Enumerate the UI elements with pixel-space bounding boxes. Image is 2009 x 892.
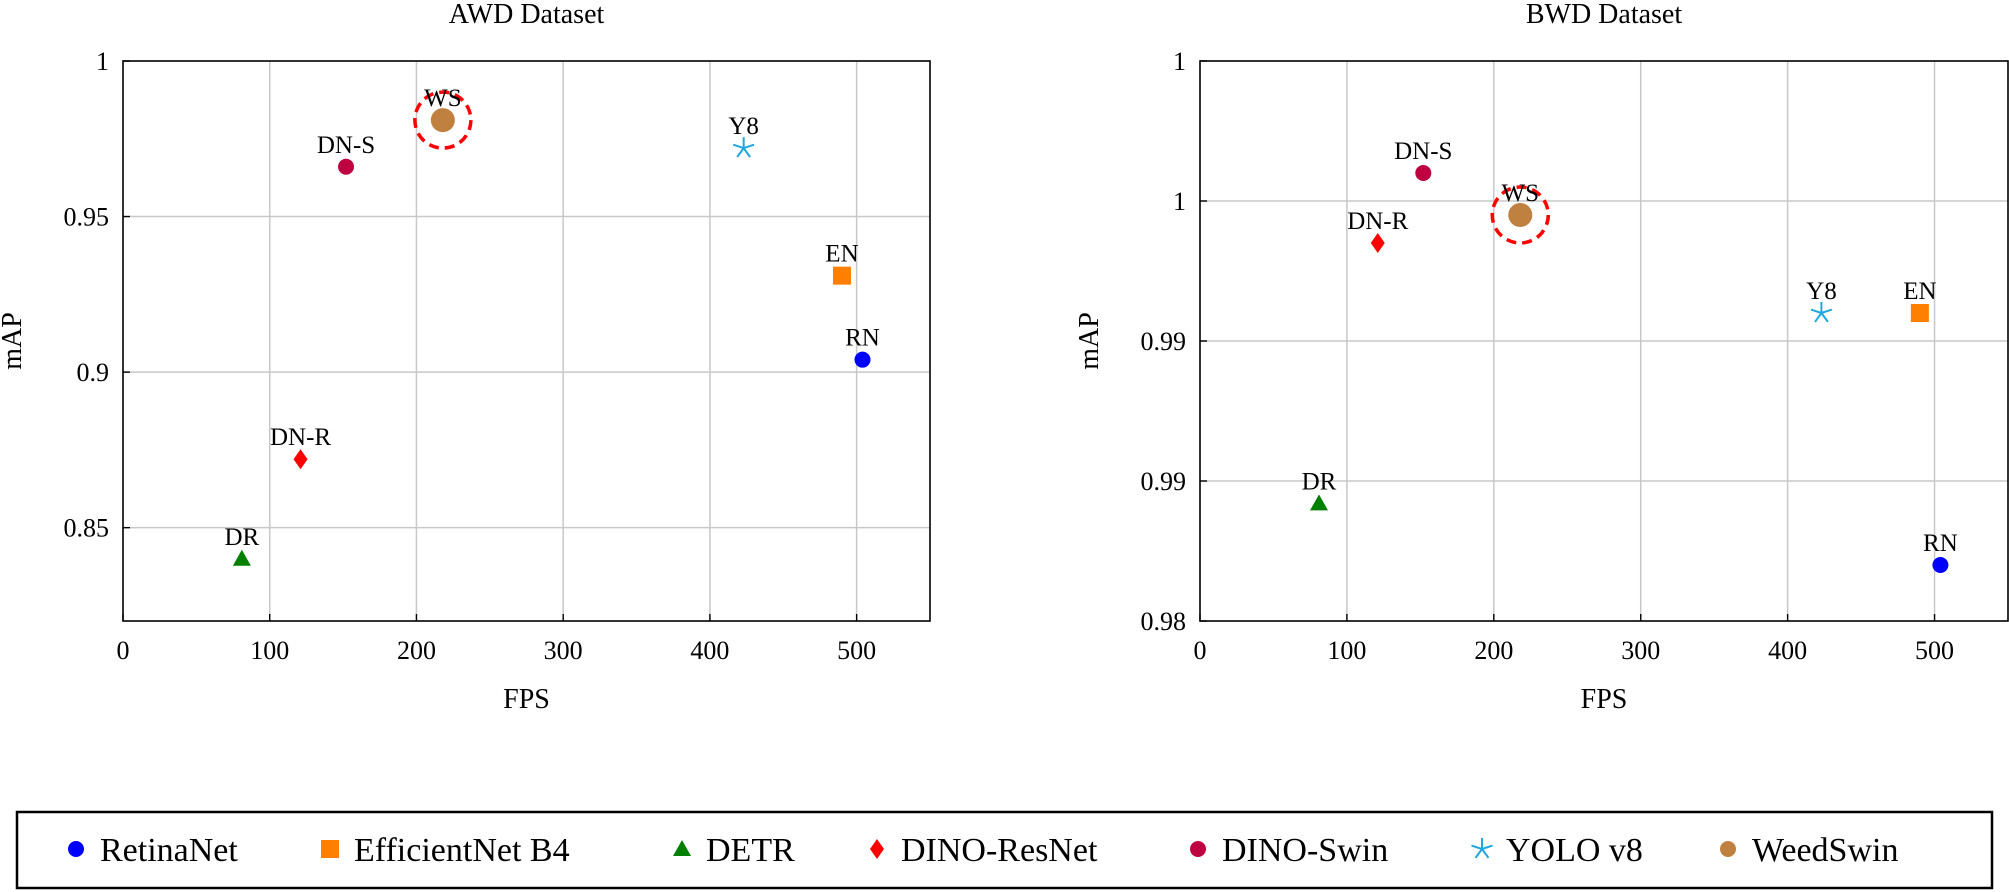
bwd-xtick-label: 400: [1768, 636, 1807, 665]
awd-point-dino-resnet: [293, 449, 308, 470]
bwd-xtick-label: 100: [1327, 636, 1366, 665]
bwd-point-label-y8: Y8: [1806, 278, 1837, 305]
legend: RetinaNet EfficientNet B4 DETR DINO-ResNet D…: [15, 810, 1994, 890]
awd-xtick-label: 0: [117, 636, 130, 665]
bwd-chart-title: BWD Dataset: [1526, 0, 1683, 30]
awd-xtick-label: 300: [544, 636, 583, 665]
bwd-point-label-dn-s: DN-S: [1394, 138, 1452, 165]
awd-grid: [123, 61, 930, 621]
legend-marker-efficientnet-b4: [321, 840, 339, 858]
bwd-point-weedswin: [1508, 203, 1533, 227]
legend-marker-dino-swin: [1190, 841, 1206, 857]
legend-label-detr: DETR: [706, 832, 795, 869]
bwd-point-yolo-v8: [1810, 301, 1833, 323]
awd-point-label-rn: RN: [845, 325, 880, 352]
awd-highlight-ring: [413, 90, 473, 150]
bwd-xtick-label: 0: [1194, 636, 1207, 665]
legend-label-retinanet: RetinaNet: [100, 832, 238, 869]
legend-label-weedswin: WeedSwin: [1752, 832, 1898, 869]
bwd-y-axis-label: mAP: [1074, 312, 1105, 370]
legend-box: [15, 810, 1994, 890]
legend-marker-retinanet: [68, 841, 84, 857]
awd-point-label-dn-s: DN-S: [317, 132, 375, 159]
bwd-ytick-label: 1: [1173, 47, 1186, 76]
bwd-point-detr: [1309, 494, 1328, 511]
bwd-xtick-label: 300: [1621, 636, 1660, 665]
bwd-point-retinanet: [1932, 557, 1949, 573]
awd-plot-frame: [122, 60, 931, 622]
bwd-x-axis-label: FPS: [1581, 684, 1628, 715]
legend-marker-detr: [673, 840, 691, 856]
awd-point-label-dn-r: DN-R: [270, 424, 331, 451]
awd-xtick-label: 500: [837, 636, 876, 665]
awd-ytick-label: 0.9: [77, 358, 110, 387]
awd-ytick-label: 0.85: [64, 514, 110, 543]
bwd-ytick-label: 0.99: [1141, 327, 1187, 356]
bwd-highlight-ring: [1490, 185, 1551, 245]
bwd-xtick-label: 500: [1915, 636, 1954, 665]
awd-point-label-ws: WS: [424, 85, 462, 112]
awd-chart-title: AWD Dataset: [449, 0, 605, 30]
awd-point-label-y8: Y8: [728, 113, 759, 140]
legend-marker-yolo-v8: [1471, 838, 1493, 859]
bwd-ytick-label: 1: [1173, 187, 1186, 216]
awd-point-detr: [232, 549, 251, 566]
legend-marker-weedswin: [1720, 841, 1736, 857]
bwd-xtick-label: 200: [1474, 636, 1513, 665]
awd-chart: 0 100 200 300 400 500 0.85 0.9 0.95 1 AWD Dataset F…: [0, 0, 931, 715]
bwd-point-dino-resnet: [1370, 233, 1385, 253]
awd-point-retinanet: [854, 351, 871, 368]
awd-point-efficientnet-b4: [832, 266, 851, 285]
bwd-ytick-label: 0.99: [1141, 467, 1187, 496]
bwd-ytick-label: 0.98: [1141, 607, 1187, 636]
bwd-chart: 0 100 200 300 400 500 0.98 0.99 0.99 1 1 BWD Datase…: [1074, 0, 2009, 715]
awd-xtick-label: 200: [397, 636, 436, 665]
legend-label-dino-resnet: DINO-ResNet: [901, 832, 1098, 869]
awd-y-axis-label: mAP: [0, 312, 28, 370]
awd-point-weedswin: [430, 108, 455, 133]
legend-label-yolo-v8: YOLO v8: [1506, 832, 1643, 869]
awd-ytick-label: 1: [96, 47, 109, 76]
bwd-point-efficientnet-b4: [1910, 304, 1929, 322]
legend-marker-dino-resnet: [870, 839, 884, 859]
bwd-grid: [1200, 61, 2008, 621]
bwd-point-label-dn-r: DN-R: [1347, 208, 1408, 235]
bwd-point-dino-swin: [1415, 165, 1432, 181]
awd-x-axis-label: FPS: [503, 684, 550, 715]
bwd-point-label-dr: DR: [1302, 468, 1337, 495]
bwd-point-label-en: EN: [1903, 278, 1936, 305]
legend-label-dino-swin: DINO-Swin: [1222, 832, 1388, 869]
bwd-point-label-rn: RN: [1923, 530, 1958, 557]
awd-ytick-label: 0.95: [64, 203, 110, 232]
bwd-point-label-ws: WS: [1502, 180, 1540, 207]
awd-point-dino-swin: [338, 158, 355, 175]
awd-point-label-en: EN: [825, 241, 858, 268]
awd-xtick-label: 100: [250, 636, 289, 665]
awd-point-label-dr: DR: [224, 524, 259, 551]
legend-label-efficientnet-b4: EfficientNet B4: [354, 832, 570, 869]
awd-point-yolo-v8: [732, 137, 755, 158]
awd-xtick-label: 400: [690, 636, 729, 665]
